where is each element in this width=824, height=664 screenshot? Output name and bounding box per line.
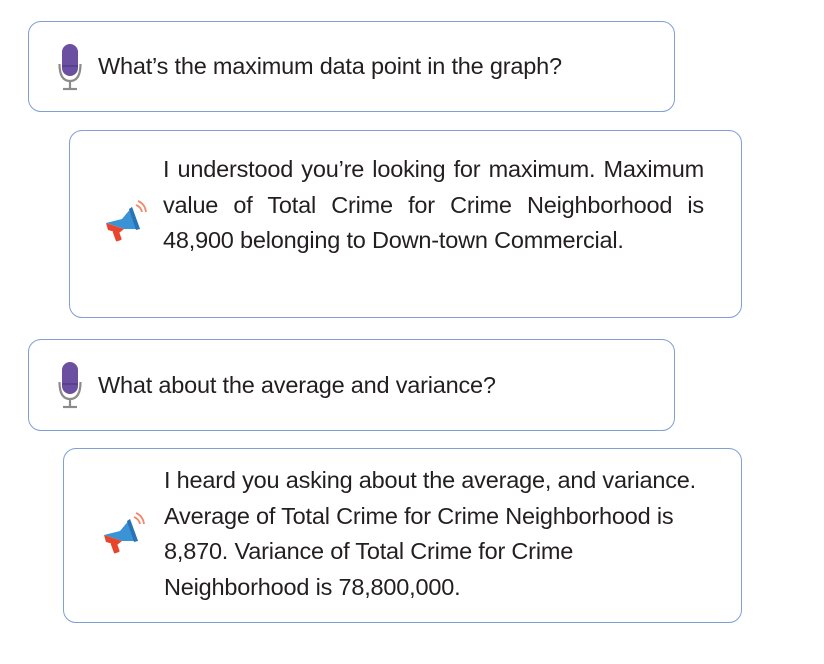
microphone-icon [58,362,82,409]
user-question-bubble-1: What’s the maximum data point in the gra… [28,21,675,112]
assistant-answer-text: I understood you’re looking for maximum.… [163,156,704,253]
user-question-text: What’s the maximum data point in the gra… [98,53,562,79]
megaphone-icon [104,512,145,554]
megaphone-icon [106,200,147,242]
assistant-answer-text: I heard you asking about the average, an… [164,467,696,600]
user-question-text: What about the average and variance? [98,371,496,398]
assistant-answer-bubble-2: I heard you asking about the average, an… [63,448,742,623]
microphone-icon [58,44,82,91]
user-question-bubble-2: What about the average and variance? [28,339,675,431]
assistant-answer-bubble-1: I understood you’re looking for maximum.… [69,130,742,318]
